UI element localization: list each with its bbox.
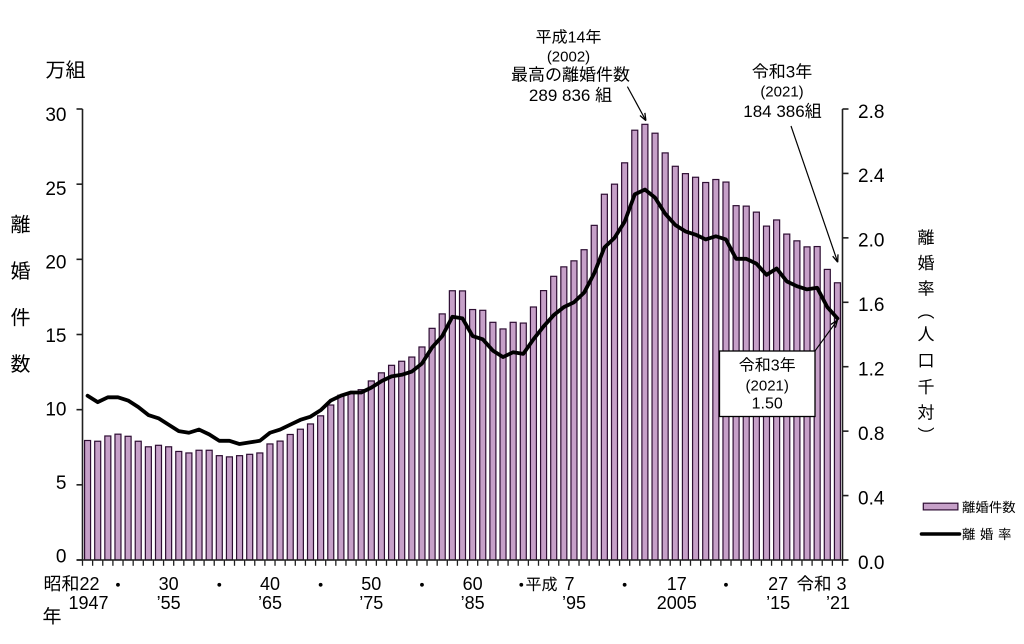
svg-text:7: 7 [564, 574, 574, 594]
svg-text:’21: ’21 [826, 593, 850, 613]
svg-text:0.4: 0.4 [858, 488, 885, 509]
svg-text:22: 22 [79, 574, 99, 594]
svg-text:’65: ’65 [258, 593, 282, 613]
svg-text:5: 5 [56, 473, 67, 494]
svg-text:50: 50 [361, 574, 381, 594]
svg-text:2.4: 2.4 [858, 166, 885, 187]
svg-text:(2021): (2021) [760, 84, 803, 101]
svg-text:30: 30 [45, 105, 66, 126]
svg-text:2.0: 2.0 [858, 231, 884, 252]
svg-text:(2021): (2021) [746, 378, 789, 395]
svg-text:1.50: 1.50 [752, 395, 783, 412]
svg-text:0.0: 0.0 [858, 553, 884, 574]
svg-text:2005: 2005 [657, 593, 697, 613]
svg-text:10: 10 [45, 399, 66, 420]
svg-text:’85: ’85 [461, 593, 485, 613]
svg-text:30: 30 [159, 574, 179, 594]
svg-text:’95: ’95 [562, 593, 586, 613]
svg-text:1947: 1947 [68, 593, 108, 613]
svg-text:184 386: 184 386 [743, 102, 804, 121]
svg-text:60: 60 [463, 574, 483, 594]
svg-text:25: 25 [45, 179, 66, 200]
svg-text:27: 27 [768, 574, 788, 594]
svg-text:0.8: 0.8 [858, 424, 884, 445]
svg-text:3: 3 [786, 63, 795, 82]
svg-text:20: 20 [45, 252, 66, 273]
svg-text:0: 0 [56, 546, 67, 567]
svg-text:3: 3 [771, 358, 780, 375]
svg-text:40: 40 [260, 574, 280, 594]
svg-text:3: 3 [836, 574, 846, 594]
svg-text:14: 14 [568, 30, 586, 47]
svg-text:15: 15 [45, 326, 66, 347]
svg-text:’55: ’55 [157, 593, 181, 613]
svg-text:’15: ’15 [766, 593, 790, 613]
svg-text:1.6: 1.6 [858, 295, 884, 316]
svg-text:289 836: 289 836 [529, 86, 590, 105]
svg-text:1.2: 1.2 [858, 360, 884, 381]
svg-text:2.8: 2.8 [858, 102, 884, 123]
svg-text:’75: ’75 [359, 593, 383, 613]
svg-text:(2002): (2002) [547, 49, 590, 66]
svg-text:17: 17 [667, 574, 687, 594]
